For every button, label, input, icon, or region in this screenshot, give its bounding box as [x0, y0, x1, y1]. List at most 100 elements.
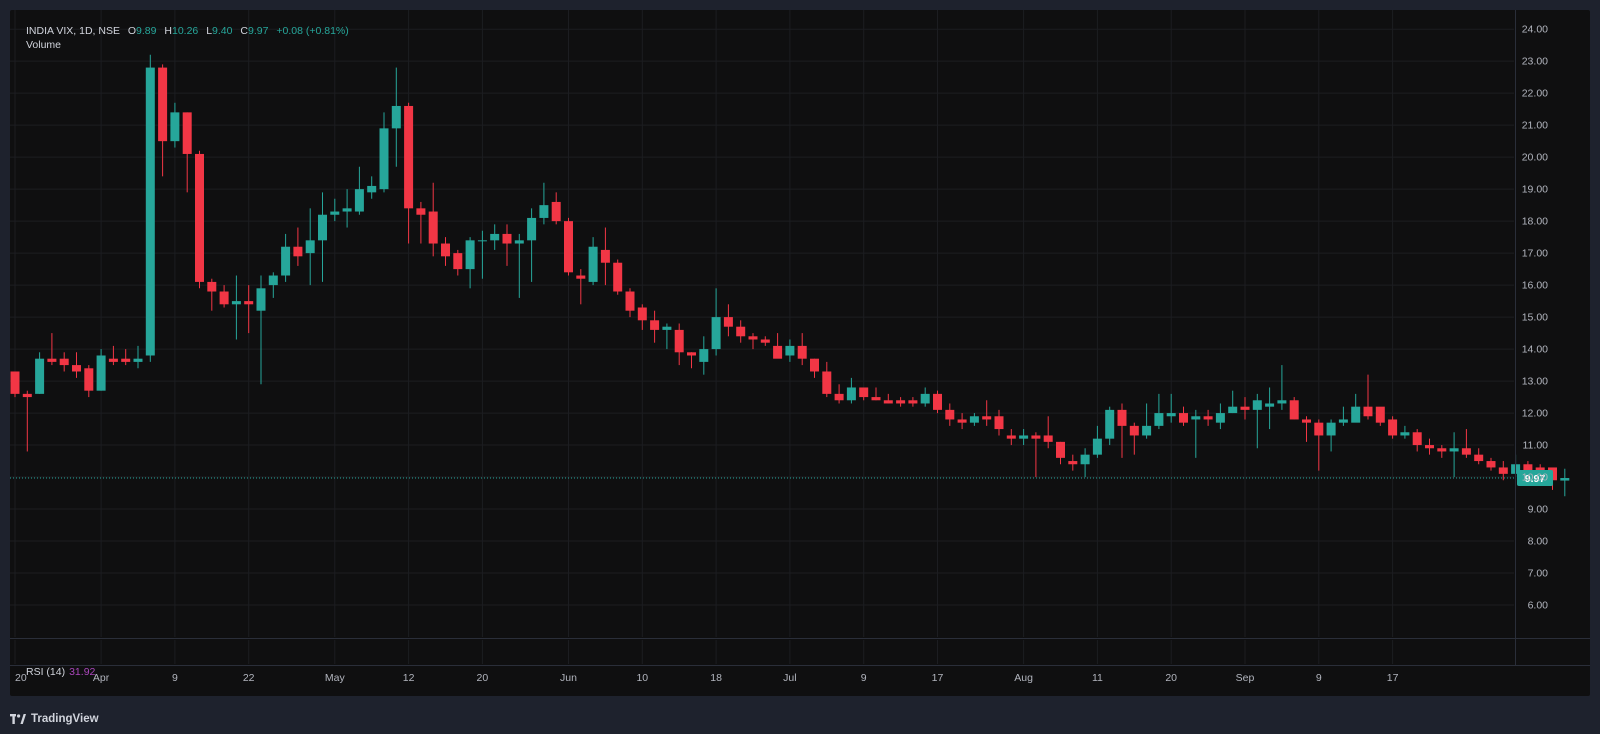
candle	[551, 192, 561, 225]
candle	[539, 182, 549, 225]
candle	[687, 352, 696, 369]
candle	[502, 224, 512, 266]
candle-body	[1043, 435, 1053, 442]
candle	[121, 349, 131, 366]
candle-body	[121, 358, 131, 362]
candle-body	[428, 211, 438, 244]
candle	[195, 150, 204, 289]
candle-body	[256, 288, 266, 311]
candle	[1425, 438, 1434, 455]
candle	[1179, 406, 1188, 426]
price-axis[interactable]: 24.00 23.00 22.00 21.00 20.00 19.00 18.00 17.00…	[1522, 24, 1548, 612]
candle-body	[244, 301, 254, 305]
candle	[846, 377, 856, 404]
rsi-value: 31.92	[69, 666, 96, 678]
chart-pane[interactable]: 9.97 24.00 23.00 22.00 21.00 20.00 19.00 18.00…	[10, 10, 1590, 696]
price-tick-label: 12.00	[1522, 408, 1548, 420]
price-tick-label: 8.00	[1528, 536, 1549, 548]
candle-body	[760, 339, 770, 343]
change-value: +0.08 (+0.81%)	[276, 25, 349, 37]
volume-indicator-label[interactable]: Volume	[26, 39, 62, 51]
time-tick-label: May	[325, 672, 346, 684]
candle-body	[219, 291, 229, 305]
candle	[379, 112, 389, 193]
candle	[1092, 425, 1102, 458]
candle-body	[576, 275, 586, 279]
symbol-name[interactable]: INDIA VIX, 1D, NSE	[26, 25, 120, 37]
candle-body	[859, 387, 869, 398]
candle-body	[72, 365, 81, 372]
candle	[108, 345, 118, 366]
time-tick-label: 20	[1165, 672, 1177, 684]
candle-body	[625, 291, 635, 311]
candle-body	[810, 358, 819, 372]
candle	[268, 272, 278, 298]
candle-body	[367, 185, 377, 193]
time-tick-label: Apr	[93, 672, 110, 684]
rsi-indicator-label[interactable]: RSI (14) 31.92	[26, 666, 95, 678]
candle-body	[846, 387, 856, 401]
price-tick-label: 7.00	[1528, 568, 1549, 580]
candle	[871, 387, 881, 401]
candle	[920, 387, 930, 407]
candle	[1498, 461, 1508, 481]
candle-body	[699, 349, 709, 362]
price-tick-label: 6.00	[1528, 600, 1549, 612]
candle-body	[170, 112, 180, 142]
candle-body	[1179, 413, 1188, 423]
candle-body	[982, 416, 992, 420]
candle	[1412, 429, 1422, 452]
candle-body	[600, 249, 610, 263]
candle	[514, 233, 524, 298]
candle	[822, 361, 832, 398]
candle	[810, 358, 819, 378]
candle-body	[1523, 464, 1533, 471]
candle-body	[1265, 403, 1275, 407]
candle	[723, 304, 733, 337]
candle-body	[47, 358, 57, 362]
candle-body	[551, 201, 561, 222]
candle-body	[1019, 435, 1029, 439]
candle-body	[10, 371, 20, 394]
candle-body	[35, 358, 45, 394]
time-axis[interactable]: 20 Apr 9 22 May 12 20 Jun 10 18 Jul 9 17 Aug 11 20 Sep 9 1…	[15, 672, 1399, 684]
tradingview-brand[interactable]: TradingView	[10, 710, 99, 728]
candle-body	[305, 240, 315, 254]
candle-body	[920, 393, 930, 404]
candlestick-chart[interactable]: 9.97 24.00 23.00 22.00 21.00 20.00 19.00 18.00…	[10, 10, 1590, 696]
candle-body	[391, 105, 401, 129]
candle-body	[195, 153, 204, 282]
candle-body	[687, 352, 696, 356]
price-tick-label: 9.00	[1528, 504, 1549, 516]
low-value: 9.40	[212, 25, 233, 37]
candle	[908, 397, 918, 407]
candle-body	[145, 67, 155, 356]
candle	[748, 333, 758, 350]
candle	[760, 336, 770, 346]
candle-body	[379, 128, 389, 190]
candle	[859, 387, 869, 401]
price-tick-label: 20.00	[1522, 152, 1548, 164]
candle-body	[1117, 409, 1127, 426]
candle	[490, 224, 500, 250]
candle	[1363, 374, 1373, 420]
candle-body	[588, 246, 598, 282]
candle-body	[1535, 467, 1545, 471]
candle	[35, 352, 45, 394]
candle	[1056, 441, 1065, 465]
candle	[1400, 425, 1410, 439]
price-tick-label: 16.00	[1522, 280, 1548, 292]
candle	[699, 336, 709, 375]
candle	[10, 371, 20, 398]
candle-body	[1129, 425, 1139, 436]
time-tick-label: 20	[15, 672, 27, 684]
candle	[1228, 390, 1238, 414]
candle-body	[736, 326, 746, 337]
candle-body	[1031, 435, 1041, 439]
candle	[342, 189, 352, 228]
candle	[1437, 445, 1447, 458]
candle-body	[1068, 461, 1078, 465]
candle	[982, 400, 992, 426]
candle	[1289, 397, 1299, 420]
candle-body	[1006, 435, 1016, 439]
